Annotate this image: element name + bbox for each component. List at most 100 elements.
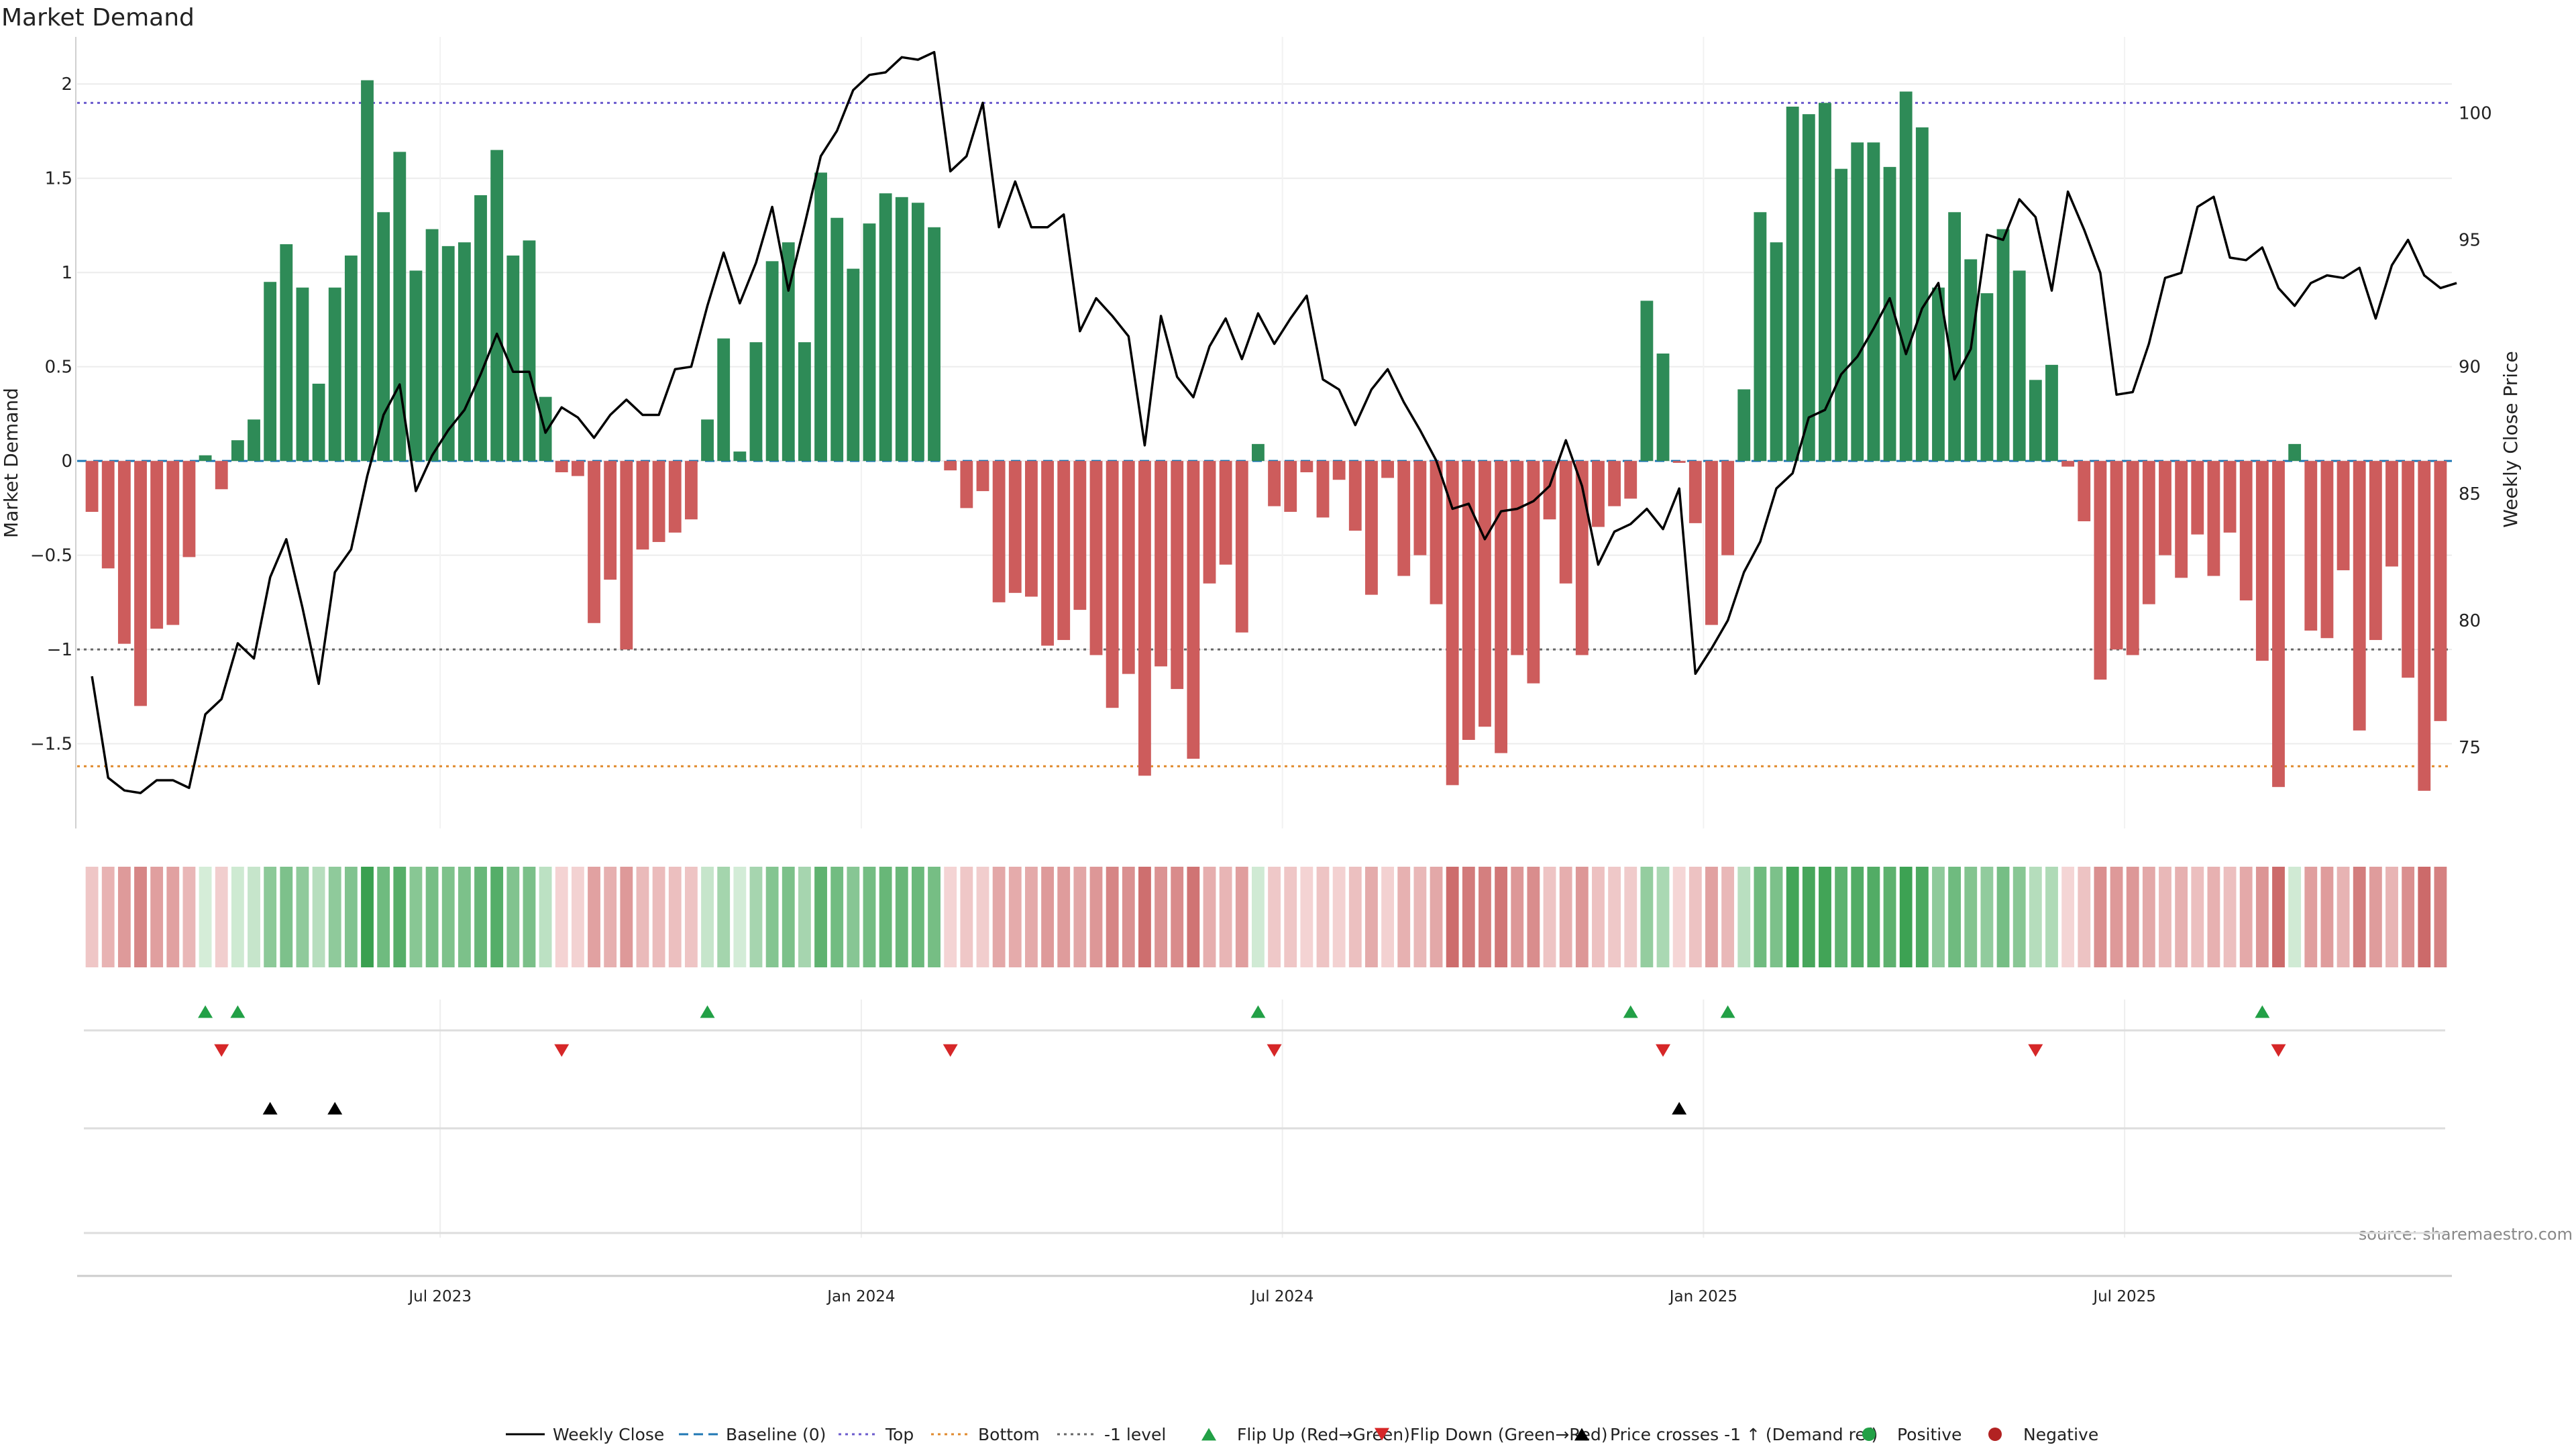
heat-cell-3	[134, 867, 147, 967]
heat-cell-135	[2272, 867, 2285, 967]
demand-bar-40	[733, 451, 747, 462]
heat-cell-10	[248, 867, 260, 967]
flip-up-marker-1	[230, 1005, 246, 1018]
heat-cell-76	[1316, 867, 1330, 967]
legend-swatch-5	[1201, 1428, 1216, 1441]
y2-axis-label: Weekly Close Price	[2500, 351, 2522, 527]
heat-cell-40	[733, 867, 747, 967]
heat-cell-109	[1851, 867, 1864, 967]
demand-bar-60	[1057, 461, 1071, 641]
demand-heat-strip	[85, 867, 2447, 967]
heat-cell-26	[506, 867, 520, 967]
heat-cell-104	[1770, 867, 1783, 967]
heat-cell-32	[604, 867, 617, 967]
heat-cell-55	[976, 867, 989, 967]
heat-cell-77	[1332, 867, 1346, 967]
demand-bar-57	[1008, 461, 1022, 593]
demand-bar-8	[215, 461, 228, 490]
heat-cell-46	[830, 867, 844, 967]
heat-cell-35	[652, 867, 665, 967]
heat-cell-81	[1397, 867, 1411, 967]
heat-cell-87	[1495, 867, 1508, 967]
heat-cell-65	[1138, 867, 1151, 967]
heat-cell-84	[1446, 867, 1459, 967]
heat-cell-72	[1252, 867, 1265, 967]
y2-tick-label-4: 80	[2459, 611, 2481, 631]
heat-cell-33	[620, 867, 633, 967]
demand-bar-92	[1575, 461, 1589, 655]
axes: 2 1.5 1 0.5 0 −0.5 −1 −1.5 100 95 90 85 80 75 Jul 2023…	[30, 37, 2492, 1305]
heat-cell-123	[2078, 867, 2091, 967]
legend-label-7: Price crosses -1 ↑ (Demand ref)	[1610, 1425, 1878, 1444]
heat-cell-132	[2223, 867, 2237, 967]
heat-cell-131	[2207, 867, 2220, 967]
demand-bar-116	[1964, 259, 1978, 462]
heat-cell-118	[1996, 867, 2010, 967]
heat-cell-41	[749, 867, 763, 967]
demand-bar-47	[847, 268, 860, 462]
demand-bar-34	[636, 461, 649, 550]
flip-down-marker-1	[554, 1044, 570, 1057]
heat-cell-14	[312, 867, 325, 967]
demand-bar-55	[976, 461, 989, 492]
demand-bar-128	[2159, 461, 2171, 555]
heat-cell-27	[523, 867, 536, 967]
heat-cell-63	[1106, 867, 1119, 967]
heat-cell-112	[1899, 867, 1913, 967]
heat-cell-6	[182, 867, 196, 967]
heat-cell-98	[1672, 867, 1686, 967]
demand-bar-131	[2207, 461, 2220, 576]
gridlines	[77, 37, 2452, 1238]
demand-bar-4	[150, 461, 164, 629]
demand-bar-65	[1138, 461, 1151, 776]
demand-bar-59	[1041, 461, 1054, 646]
heat-cell-111	[1883, 867, 1896, 967]
demand-bar-85	[1462, 461, 1475, 740]
heat-cell-59	[1041, 867, 1054, 967]
legend-item-8: Positive	[1862, 1425, 1962, 1444]
weekly-close-series	[91, 50, 2457, 794]
heat-cell-85	[1462, 867, 1475, 967]
legend-label-6: Flip Down (Green→Red)	[1410, 1425, 1608, 1444]
heat-cell-86	[1479, 867, 1491, 967]
heat-cell-122	[2061, 867, 2075, 967]
heat-cell-79	[1365, 867, 1378, 967]
demand-bar-6	[182, 461, 196, 557]
heat-cell-95	[1624, 867, 1638, 967]
demand-bar-10	[248, 419, 260, 462]
demand-bar-87	[1495, 461, 1508, 753]
heat-cell-7	[199, 867, 212, 967]
flip-down-marker-2	[943, 1044, 958, 1057]
demand-bar-112	[1899, 91, 1913, 462]
heat-cell-5	[166, 867, 180, 967]
heat-cell-20	[409, 867, 423, 967]
heat-cell-69	[1203, 867, 1216, 967]
heat-cell-139	[2337, 867, 2350, 967]
legend-item-9: Negative	[1988, 1425, 2098, 1444]
heat-cell-75	[1300, 867, 1313, 967]
demand-bar-138	[2320, 461, 2334, 639]
heat-cell-23	[458, 867, 471, 967]
heat-cell-91	[1559, 867, 1572, 967]
heat-cell-42	[765, 867, 779, 967]
demand-bar-140	[2353, 461, 2366, 731]
heat-cell-0	[85, 867, 99, 967]
heat-cell-143	[2402, 867, 2415, 967]
demand-bar-41	[749, 342, 763, 462]
x-tick-label-3: Jan 2025	[1668, 1288, 1737, 1305]
demand-bar-77	[1332, 461, 1346, 480]
demand-bar-25	[490, 150, 504, 462]
heat-cell-49	[879, 867, 892, 967]
demand-bar-39	[717, 338, 731, 462]
heat-cell-110	[1867, 867, 1880, 967]
demand-bar-72	[1252, 443, 1265, 462]
heat-cell-31	[588, 867, 600, 967]
heat-cell-144	[2418, 867, 2431, 967]
heat-cell-24	[474, 867, 487, 967]
x-tick-label-2: Jul 2024	[1250, 1288, 1314, 1305]
demand-bar-17	[361, 80, 374, 462]
demand-bar-45	[814, 172, 827, 462]
demand-bar-81	[1397, 461, 1411, 576]
heat-cell-67	[1171, 867, 1184, 967]
heat-cell-30	[571, 867, 584, 967]
